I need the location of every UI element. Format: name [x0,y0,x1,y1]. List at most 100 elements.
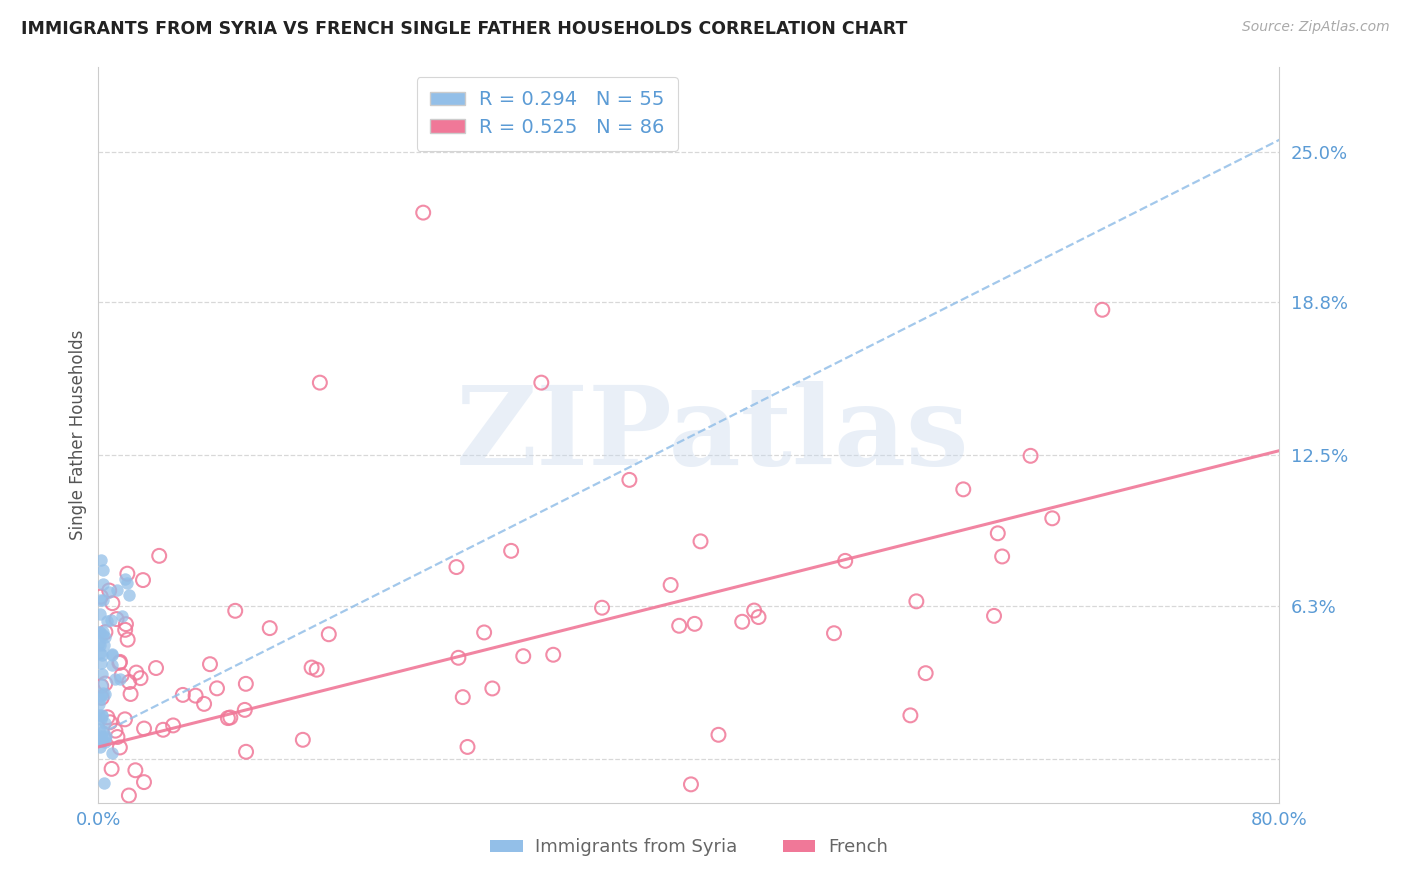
Point [90,712,112,726]
Point [87,722,110,736]
Point [117,632,139,647]
Point [117,566,139,581]
Point [90,648,112,662]
Point [108,740,131,755]
Point [108,656,131,670]
Point [224,604,246,618]
Point [124,764,146,778]
Point [301,660,323,674]
Point [87,635,110,649]
Text: Source: ZipAtlas.com: Source: ZipAtlas.com [1241,20,1389,34]
Point [98,583,121,598]
Point [914,666,936,681]
Point [235,745,257,759]
Point [115,576,138,591]
Point [259,621,281,635]
Point [291,732,314,747]
Point [707,728,730,742]
Point [107,730,129,744]
Point [309,376,332,390]
Point [110,672,132,686]
Point [198,657,221,672]
Point [98,585,121,599]
Point [91,628,114,642]
Point [148,549,170,563]
Point [105,612,128,626]
Point [619,473,641,487]
Point [98,715,121,730]
Point [952,483,974,497]
Point [104,723,127,738]
Point [94,734,117,748]
Point [114,712,136,726]
Point [93,687,115,701]
Point [129,671,152,685]
Point [89,593,111,607]
Point [89,692,111,706]
Point [96,615,118,629]
Point [152,723,174,737]
Point [987,526,1010,541]
Point [132,573,155,587]
Point [104,672,127,686]
Point [145,661,167,675]
Point [89,697,111,711]
Point [172,688,194,702]
Point [668,619,690,633]
Point [90,690,112,705]
Point [90,553,112,567]
Point [91,563,114,577]
Point [118,675,141,690]
Point [184,689,207,703]
Point [91,577,114,591]
Point [659,578,682,592]
Point [679,777,702,791]
Point [120,687,142,701]
Point [501,544,523,558]
Point [87,708,110,723]
Point [96,710,118,724]
Text: ZIPatlas: ZIPatlas [456,382,969,488]
Point [91,667,114,681]
Point [111,608,134,623]
Point [114,623,136,637]
Point [91,593,114,607]
Point [1091,302,1114,317]
Point [91,678,114,692]
Point [118,789,141,803]
Point [91,624,114,639]
Point [683,616,706,631]
Point [591,600,613,615]
Point [205,681,228,696]
Point [115,617,138,632]
Point [93,638,115,652]
Point [193,697,215,711]
Point [472,625,495,640]
Point [991,549,1014,564]
Point [217,711,239,725]
Point [100,746,122,760]
Point [94,731,117,745]
Point [900,708,922,723]
Point [118,588,141,602]
Point [457,739,479,754]
Point [132,722,155,736]
Text: IMMIGRANTS FROM SYRIA VS FRENCH SINGLE FATHER HOUSEHOLDS CORRELATION CHART: IMMIGRANTS FROM SYRIA VS FRENCH SINGLE F… [21,20,907,37]
Point [100,648,122,662]
Point [235,677,257,691]
Point [93,776,115,790]
Point [87,625,110,640]
Point [447,650,470,665]
Point [318,627,340,641]
Point [91,724,114,739]
Point [89,740,111,755]
Point [834,554,856,568]
Point [1019,449,1042,463]
Point [132,775,155,789]
Point [100,613,122,627]
Point [94,625,117,640]
Point [481,681,503,696]
Point [101,596,124,610]
Point [233,703,256,717]
Point [94,630,117,644]
